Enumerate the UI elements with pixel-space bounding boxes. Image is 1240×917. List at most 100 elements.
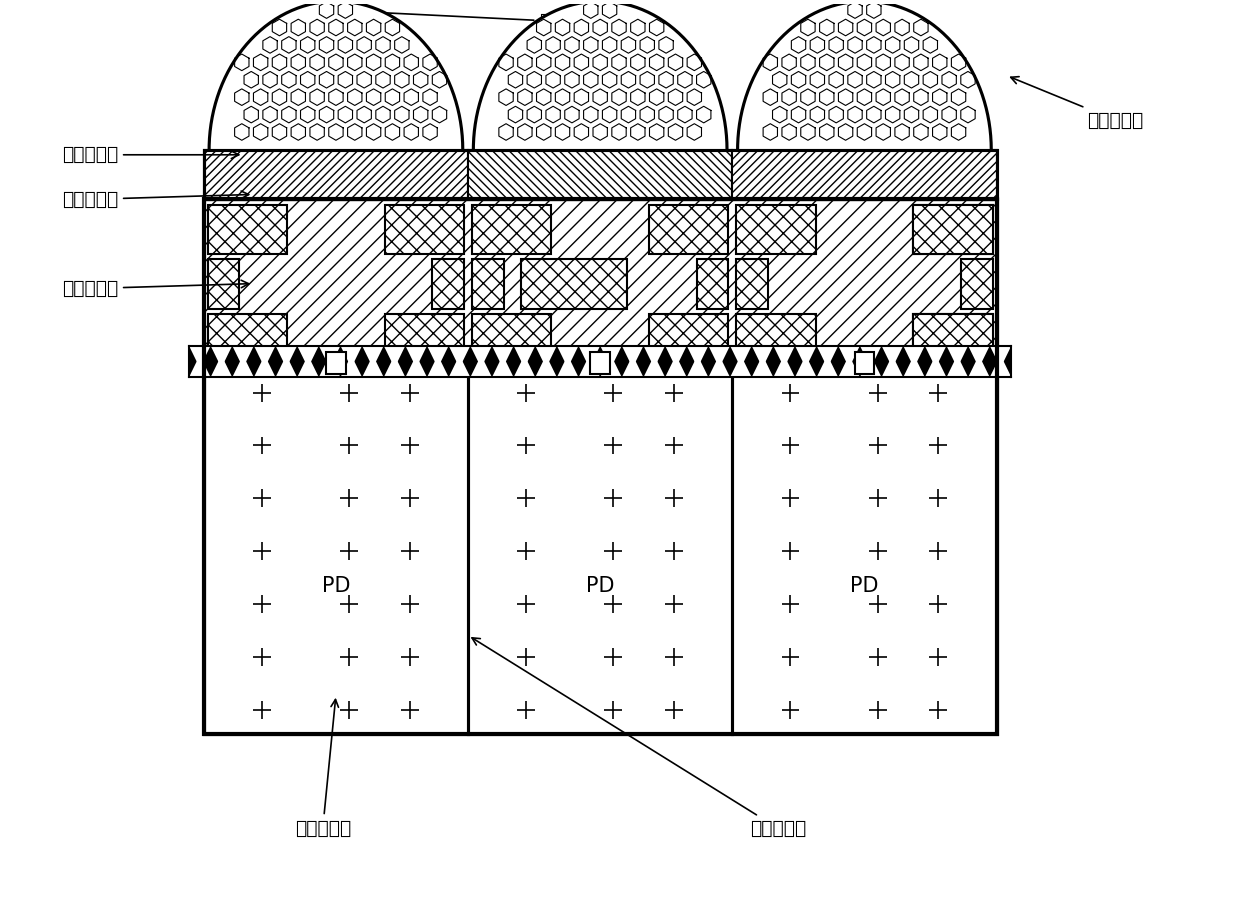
Polygon shape bbox=[708, 346, 730, 368]
Polygon shape bbox=[621, 346, 644, 368]
Polygon shape bbox=[600, 346, 621, 368]
Bar bbox=[733, 149, 997, 199]
Bar bbox=[914, 314, 992, 362]
Polygon shape bbox=[730, 355, 751, 377]
Polygon shape bbox=[774, 346, 795, 368]
Polygon shape bbox=[708, 355, 730, 377]
Bar bbox=[472, 259, 503, 309]
Polygon shape bbox=[644, 355, 665, 377]
Polygon shape bbox=[513, 355, 536, 377]
Bar bbox=[208, 314, 286, 362]
Bar bbox=[854, 352, 874, 374]
Polygon shape bbox=[211, 355, 232, 377]
Bar bbox=[737, 205, 816, 254]
Polygon shape bbox=[925, 355, 946, 377]
Polygon shape bbox=[644, 346, 665, 368]
Bar bbox=[590, 352, 610, 374]
Polygon shape bbox=[990, 355, 1012, 377]
Bar bbox=[914, 205, 992, 254]
Polygon shape bbox=[903, 355, 925, 377]
Polygon shape bbox=[362, 355, 383, 377]
Polygon shape bbox=[405, 355, 427, 377]
Polygon shape bbox=[211, 346, 232, 368]
Polygon shape bbox=[275, 355, 298, 377]
Polygon shape bbox=[968, 355, 990, 377]
Text: PD: PD bbox=[587, 576, 615, 596]
Polygon shape bbox=[946, 346, 968, 368]
Polygon shape bbox=[474, 1, 727, 149]
Polygon shape bbox=[738, 1, 991, 149]
Bar bbox=[203, 368, 997, 735]
Polygon shape bbox=[254, 346, 275, 368]
Bar bbox=[203, 199, 997, 735]
Bar bbox=[208, 259, 239, 309]
Bar bbox=[208, 205, 286, 254]
Bar bbox=[467, 149, 733, 199]
Polygon shape bbox=[579, 346, 600, 368]
Polygon shape bbox=[838, 346, 859, 368]
Polygon shape bbox=[362, 346, 383, 368]
Bar bbox=[203, 149, 467, 199]
Polygon shape bbox=[427, 355, 449, 377]
Polygon shape bbox=[232, 355, 254, 377]
Polygon shape bbox=[298, 355, 319, 377]
Polygon shape bbox=[817, 346, 838, 368]
Polygon shape bbox=[968, 346, 990, 368]
Bar bbox=[188, 346, 1012, 377]
Bar bbox=[472, 314, 552, 362]
Polygon shape bbox=[903, 346, 925, 368]
Polygon shape bbox=[341, 355, 362, 377]
Polygon shape bbox=[492, 346, 513, 368]
Polygon shape bbox=[946, 355, 968, 377]
Polygon shape bbox=[536, 355, 557, 377]
Polygon shape bbox=[536, 346, 557, 368]
Polygon shape bbox=[579, 355, 600, 377]
Polygon shape bbox=[405, 346, 427, 368]
Polygon shape bbox=[319, 346, 341, 368]
Polygon shape bbox=[254, 355, 275, 377]
Polygon shape bbox=[665, 355, 687, 377]
Bar bbox=[914, 314, 992, 362]
Polygon shape bbox=[795, 346, 817, 368]
Polygon shape bbox=[232, 346, 254, 368]
Polygon shape bbox=[557, 346, 579, 368]
Bar bbox=[697, 259, 728, 309]
Polygon shape bbox=[275, 346, 298, 368]
Polygon shape bbox=[188, 346, 211, 368]
Polygon shape bbox=[449, 346, 470, 368]
Bar bbox=[433, 259, 464, 309]
Text: 透镜: 透镜 bbox=[304, 6, 562, 30]
Bar bbox=[961, 259, 992, 309]
Polygon shape bbox=[687, 355, 708, 377]
Text: 金属布线层: 金属布线层 bbox=[62, 279, 249, 298]
Polygon shape bbox=[319, 355, 341, 377]
Bar bbox=[203, 199, 997, 368]
Bar bbox=[649, 314, 728, 362]
Polygon shape bbox=[990, 346, 1012, 368]
Bar bbox=[472, 205, 552, 254]
Polygon shape bbox=[298, 346, 319, 368]
Text: 蓝色滤光片: 蓝色滤光片 bbox=[1011, 77, 1143, 129]
Polygon shape bbox=[751, 346, 774, 368]
Bar bbox=[737, 259, 768, 309]
Polygon shape bbox=[665, 346, 687, 368]
Polygon shape bbox=[925, 346, 946, 368]
Bar bbox=[649, 205, 728, 254]
Text: 绿色滤光片: 绿色滤光片 bbox=[62, 190, 249, 209]
Text: 像素隔离件: 像素隔离件 bbox=[472, 638, 807, 838]
Polygon shape bbox=[427, 346, 449, 368]
Bar bbox=[914, 205, 992, 254]
Polygon shape bbox=[751, 355, 774, 377]
Polygon shape bbox=[838, 355, 859, 377]
Polygon shape bbox=[449, 355, 470, 377]
Polygon shape bbox=[859, 346, 882, 368]
Polygon shape bbox=[795, 355, 817, 377]
Polygon shape bbox=[188, 355, 211, 377]
Text: PD: PD bbox=[321, 576, 350, 596]
Polygon shape bbox=[492, 355, 513, 377]
Polygon shape bbox=[470, 346, 492, 368]
Text: 红色滤光片: 红色滤光片 bbox=[62, 145, 239, 164]
Polygon shape bbox=[817, 355, 838, 377]
Bar bbox=[384, 205, 464, 254]
Bar bbox=[384, 314, 464, 362]
